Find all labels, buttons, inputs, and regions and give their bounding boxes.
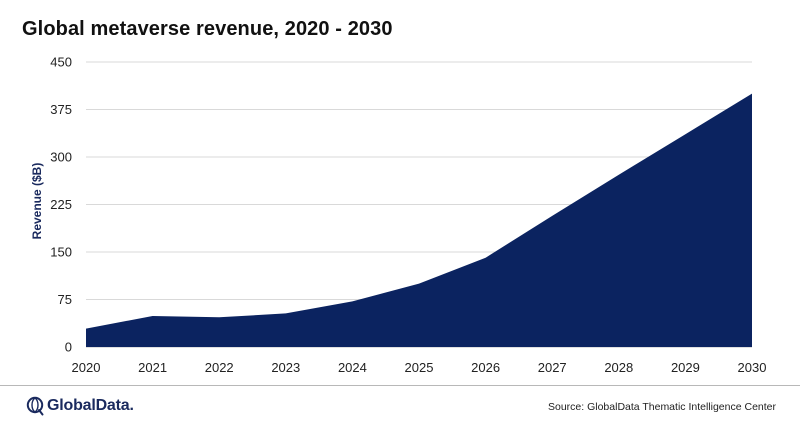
y-tick-label: 75 [58, 292, 72, 307]
y-tick-label: 300 [50, 150, 72, 165]
chart-title: Global metaverse revenue, 2020 - 2030 [22, 18, 393, 40]
area-series [85, 93, 753, 348]
footer-divider [0, 385, 800, 386]
x-tick-label: 2021 [138, 360, 167, 375]
y-tick-label: 150 [50, 245, 72, 260]
y-axis-label: Revenue ($B) [30, 163, 44, 240]
x-tick-label: 2030 [738, 360, 767, 375]
y-tick-label: 450 [50, 55, 72, 70]
y-tick-label: 375 [50, 102, 72, 117]
x-tick-label: 2028 [604, 360, 633, 375]
source-note: Source: GlobalData Thematic Intelligence… [547, 401, 776, 413]
x-tick-label: 2023 [271, 360, 300, 375]
x-tick-label: 2024 [338, 360, 367, 375]
x-tick-label: 2029 [671, 360, 700, 375]
x-tick-label: 2027 [538, 360, 567, 375]
x-tick-label: 2026 [471, 360, 500, 375]
area-series-revenue [86, 93, 752, 348]
x-tick-label: 2025 [405, 360, 434, 375]
x-tick-label: 2022 [205, 360, 234, 375]
y-tick-label: 225 [50, 197, 72, 212]
globe-icon [26, 396, 44, 416]
x-tick-labels: 2020 2021 2022 2023 2024 2025 2026 2027 2028 2029… [72, 360, 767, 375]
x-tick-label: 2020 [72, 360, 101, 375]
y-tick-labels: 0 75 150 225 300 375 450 [50, 55, 72, 355]
logo-wordmark: GlobalData. [47, 397, 134, 414]
globaldata-logo: GlobalData. [26, 396, 134, 416]
y-tick-label: 0 [65, 340, 72, 355]
